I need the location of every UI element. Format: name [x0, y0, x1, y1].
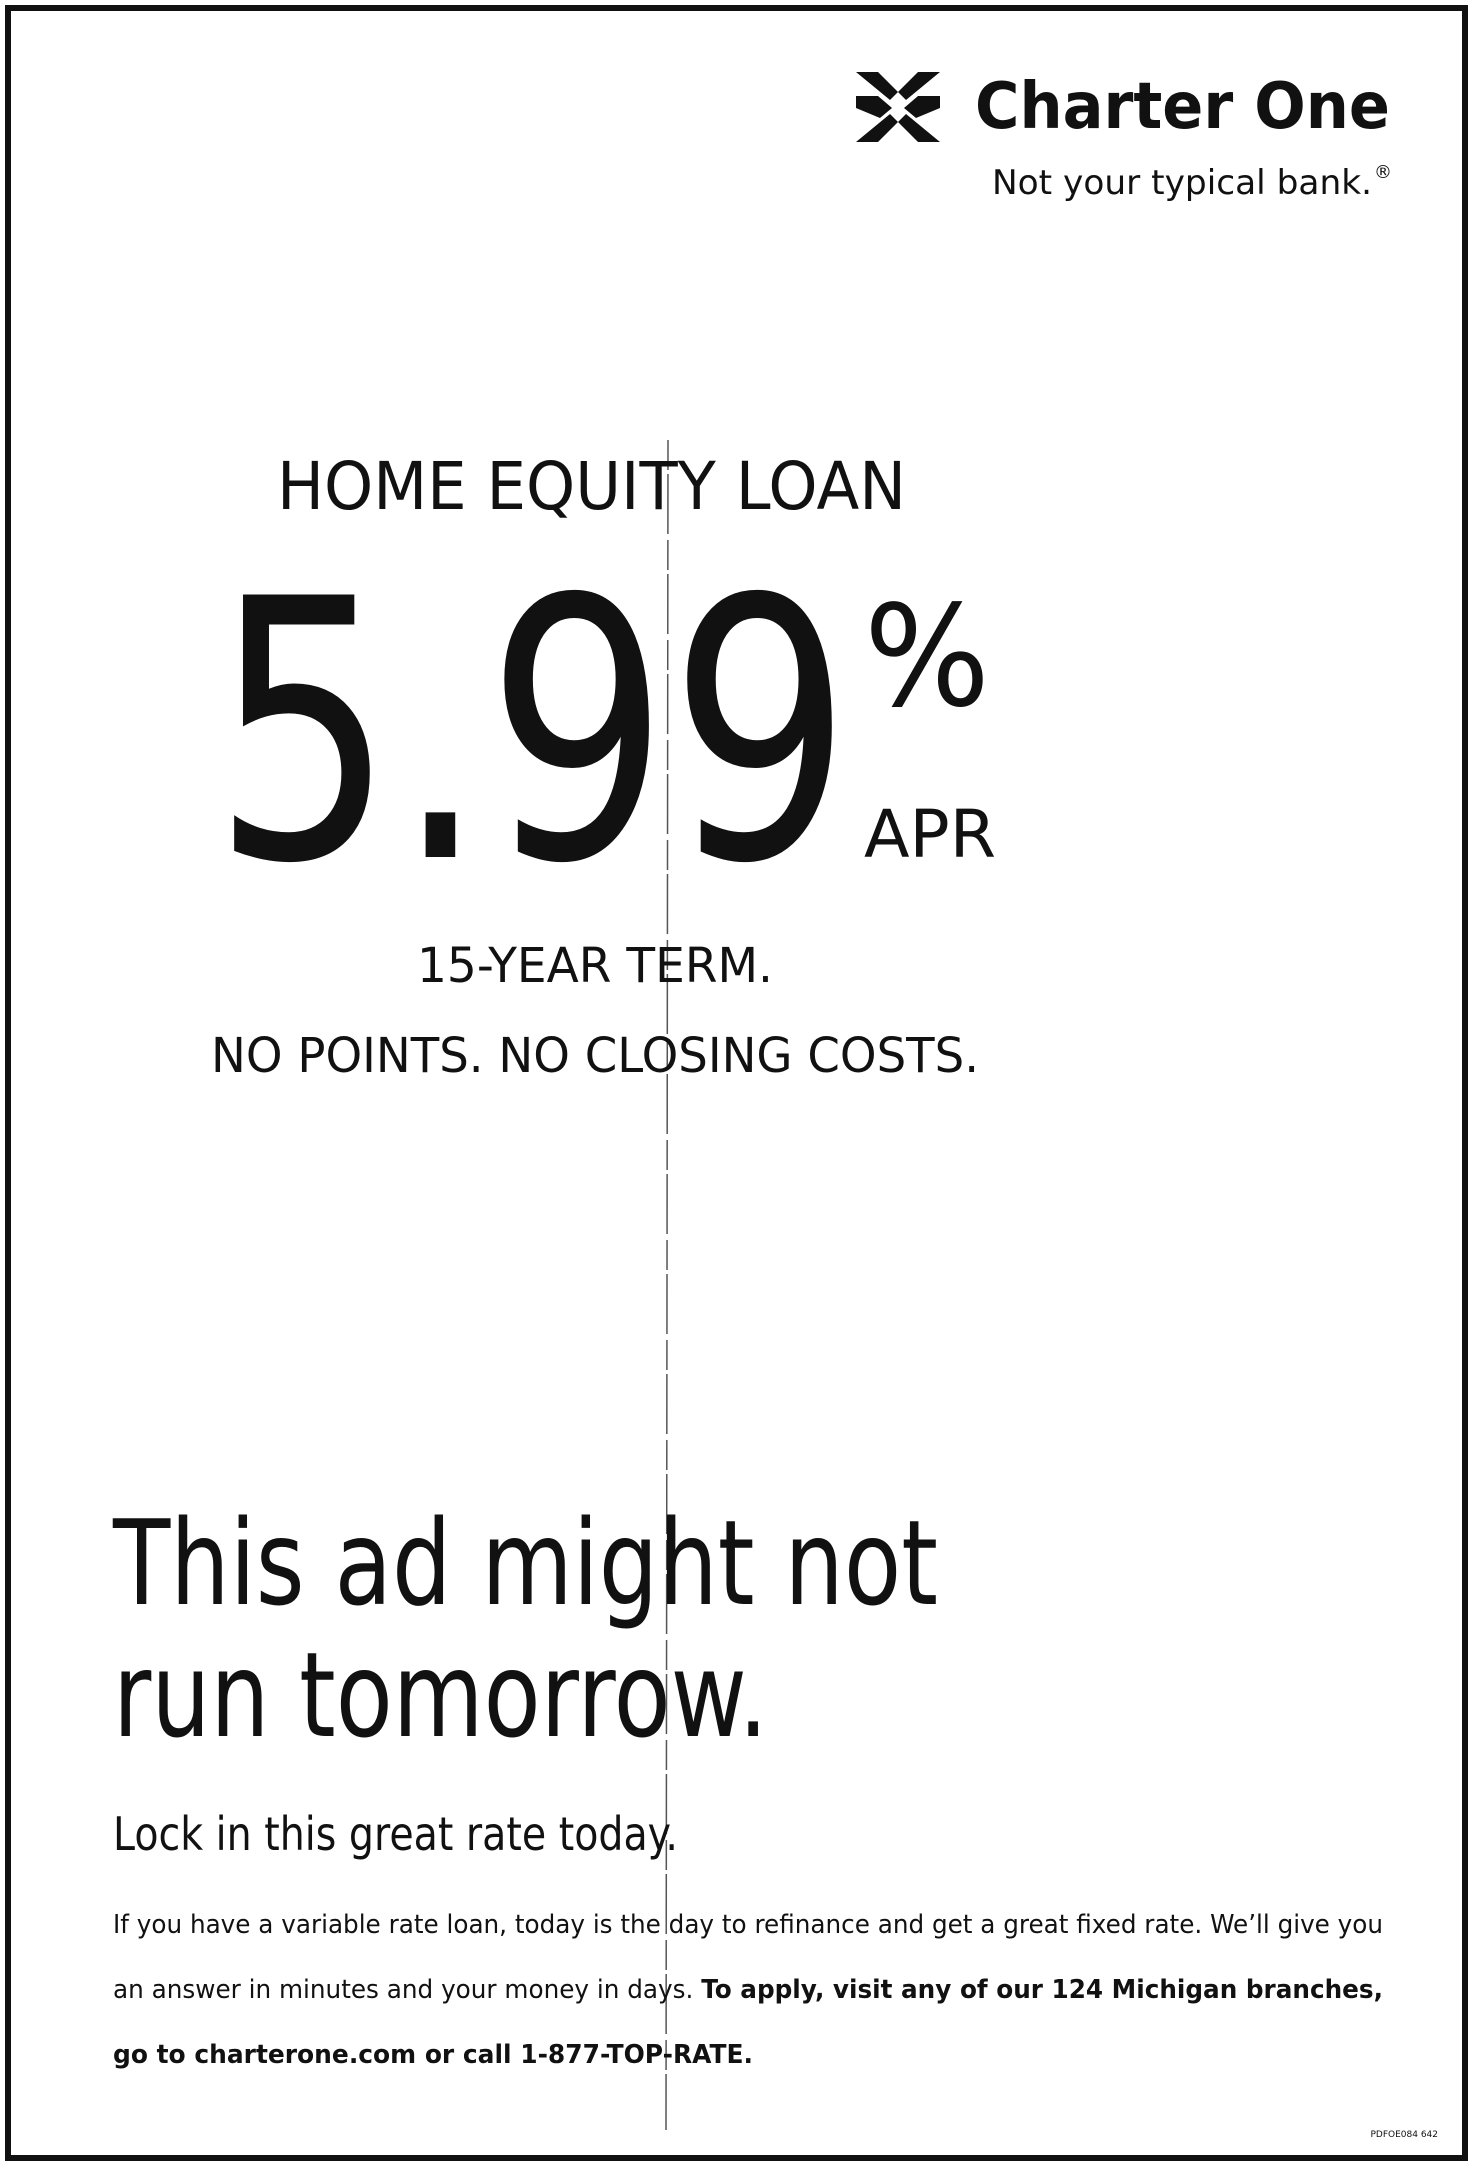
product-name: HOME EQUITY LOAN	[277, 448, 906, 525]
logo-arrow	[856, 96, 892, 118]
body-text-bold: To apply, visit any of our 124 Michigan …	[701, 1975, 1383, 2005]
features: NO POINTS. NO CLOSING COSTS.	[211, 1028, 979, 1084]
rate: 5.99	[212, 523, 852, 942]
term: 15-YEAR TERM.	[417, 938, 773, 994]
border	[5, 5, 1468, 2161]
logo-arrow	[856, 72, 898, 100]
footer-code: PDFOE084 642	[1370, 2130, 1438, 2140]
brand: Charter One	[975, 70, 1390, 144]
percent-sign: %	[864, 576, 990, 739]
logo-arrow	[898, 114, 940, 142]
rate-type: APR	[864, 796, 996, 873]
body-copy: If you have a variable rate loan, today …	[113, 1910, 1383, 2070]
body-text: If you have a variable rate loan, today …	[113, 1910, 1383, 1940]
fold-line	[665, 439, 669, 2131]
logo-arrow	[856, 114, 898, 142]
logo-icon	[856, 72, 940, 142]
subhead: Lock in this great rate today.	[113, 1807, 678, 1861]
logo-arrow	[898, 72, 940, 100]
body-line: If you have a variable rate loan, today …	[113, 1910, 1383, 1940]
headline-line: run tomorrow.	[113, 1626, 768, 1764]
body-text-bold: go to charterone.com or call 1-877-TOP-R…	[113, 2040, 753, 2070]
body-line: go to charterone.com or call 1-877-TOP-R…	[113, 2040, 753, 2070]
registered-mark: ®	[1374, 162, 1392, 183]
body-line: an answer in minutes and your money in d…	[113, 1975, 1383, 2005]
logo-arrow	[904, 96, 940, 118]
headline-line: This ad might not	[112, 1494, 938, 1632]
tagline: Not your typical bank.	[992, 163, 1372, 203]
body-text: an answer in minutes and your money in d…	[113, 1975, 701, 2005]
